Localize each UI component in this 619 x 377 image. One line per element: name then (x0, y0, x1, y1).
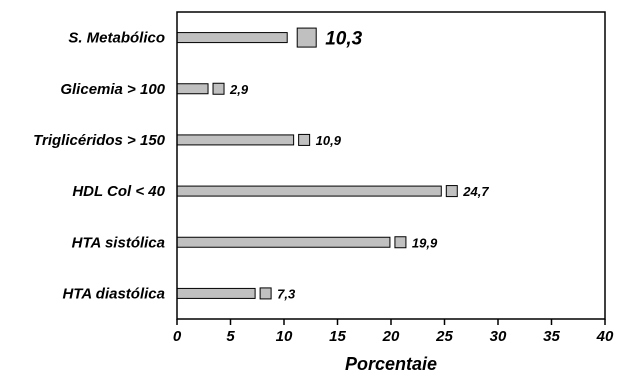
data-label: 19,9 (412, 235, 438, 250)
value-marker (296, 27, 317, 48)
x-tick-label: 20 (382, 328, 400, 345)
x-tick-label: 15 (329, 328, 346, 345)
value-marker (259, 287, 272, 300)
x-tick-label: 10 (276, 328, 293, 345)
value-labels-group: 10,3 2,9 10,9 24,7 19,9 7,3 (229, 29, 489, 302)
x-tick-label: 5 (226, 328, 235, 345)
x-axis-label: Porcentaie (345, 354, 437, 374)
data-label: 10,3 (325, 29, 362, 50)
category-label: HTA diastólica (62, 285, 165, 302)
bar (176, 83, 209, 95)
x-tick-label: 0 (173, 328, 182, 345)
data-label: 2,9 (229, 82, 249, 97)
bar (176, 236, 391, 248)
bar (176, 32, 288, 44)
data-label: 7,3 (277, 286, 296, 301)
category-label: Triglicéridos > 150 (33, 132, 166, 149)
category-label: HTA sistólica (72, 234, 165, 251)
bars-group (176, 32, 442, 299)
category-labels-group: S. Metabólico Glicemia > 100 Triglicéridos… (33, 30, 166, 303)
category-label: S. Metabólico (68, 30, 165, 47)
data-label: 24,7 (462, 184, 489, 199)
value-markers-group (212, 27, 458, 300)
x-tick-label: 30 (490, 328, 507, 345)
value-marker (394, 236, 407, 249)
x-tick-label: 40 (596, 328, 614, 345)
bar (176, 287, 256, 299)
value-marker (445, 185, 458, 198)
value-marker (298, 133, 311, 146)
plot-area-frame (176, 11, 606, 320)
x-ticks-group: 0 5 10 15 20 25 30 35 40 (173, 319, 614, 345)
x-tick-label: 35 (543, 328, 560, 345)
value-marker (212, 82, 225, 95)
category-label: Glicemia > 100 (60, 81, 165, 98)
bar (176, 185, 442, 197)
x-tick-label: 25 (435, 328, 453, 345)
data-label: 10,9 (316, 133, 342, 148)
category-label: HDL Col < 40 (72, 183, 165, 200)
bar (176, 134, 295, 146)
